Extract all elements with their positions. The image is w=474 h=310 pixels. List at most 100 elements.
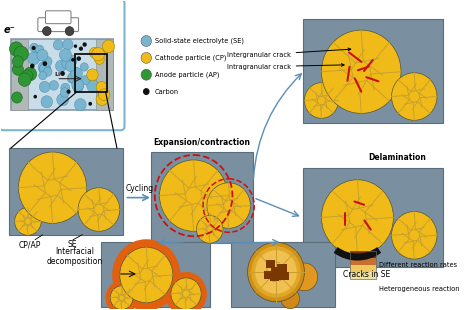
Circle shape [392,211,437,259]
Circle shape [112,239,181,310]
Circle shape [102,40,115,53]
Bar [270,273,279,281]
Circle shape [60,88,69,97]
Circle shape [18,152,87,224]
Bar [277,264,287,272]
Circle shape [321,180,393,255]
Circle shape [67,73,76,83]
Circle shape [27,52,40,65]
Circle shape [60,71,65,76]
Circle shape [66,55,77,66]
Bar [350,272,376,279]
Bar [264,271,273,279]
Circle shape [14,46,28,61]
Text: e⁻: e⁻ [3,25,15,35]
Circle shape [165,272,207,310]
Circle shape [12,92,22,103]
Circle shape [73,81,83,92]
Bar [350,251,376,258]
Circle shape [41,96,53,108]
Circle shape [15,207,41,235]
Circle shape [92,47,105,61]
Circle shape [65,27,74,36]
Circle shape [39,71,47,80]
Circle shape [57,93,69,106]
Text: Cracks in SE: Cracks in SE [343,270,391,279]
Circle shape [72,79,84,91]
Text: Interfacial
decomposition: Interfacial decomposition [46,247,102,266]
Circle shape [38,61,50,74]
Circle shape [141,52,152,63]
Circle shape [71,67,82,80]
Circle shape [196,215,223,243]
Circle shape [291,263,318,291]
Circle shape [42,56,52,67]
Bar [350,258,376,265]
Circle shape [68,72,79,83]
Bar [151,152,253,243]
Circle shape [39,64,49,74]
Circle shape [12,64,24,75]
Circle shape [43,61,47,66]
Circle shape [12,56,23,67]
Bar [96,39,113,110]
Circle shape [143,88,150,95]
Circle shape [44,67,52,76]
Circle shape [281,289,300,309]
Circle shape [106,281,138,310]
Circle shape [207,183,250,228]
Bar [9,148,123,235]
Circle shape [65,61,76,72]
Circle shape [160,160,228,231]
Text: Delamination: Delamination [368,153,426,162]
FancyBboxPatch shape [46,11,71,24]
Circle shape [79,46,83,51]
Bar [11,39,113,110]
FancyBboxPatch shape [38,18,79,32]
Bar [350,265,376,272]
Circle shape [88,102,92,106]
Circle shape [247,242,304,302]
Circle shape [90,47,100,58]
Text: Expansion/contraction: Expansion/contraction [154,138,251,147]
Circle shape [71,58,74,62]
Circle shape [42,65,51,74]
Circle shape [39,81,50,92]
Circle shape [255,250,297,294]
Bar [75,54,108,91]
Bar [350,251,376,279]
Bar [266,260,275,268]
Circle shape [43,27,51,36]
Circle shape [78,188,120,231]
Circle shape [392,73,437,120]
Text: Cathode particle (CP): Cathode particle (CP) [155,55,226,61]
Circle shape [141,36,152,46]
Bar [302,168,443,267]
Circle shape [22,70,33,82]
Circle shape [59,49,72,61]
Bar [101,242,210,307]
Circle shape [94,54,104,64]
Circle shape [34,95,37,99]
Circle shape [74,99,86,111]
Bar [279,272,289,280]
Text: Anode particle (AP): Anode particle (AP) [155,72,219,78]
Circle shape [36,45,44,54]
Circle shape [30,64,35,69]
Circle shape [62,59,72,69]
Circle shape [77,56,81,61]
Text: Li⁺: Li⁺ [55,72,64,77]
Circle shape [63,39,73,50]
Text: Different reaction rates: Different reaction rates [379,262,457,268]
Circle shape [87,79,99,92]
Circle shape [80,63,88,71]
Text: Carbon: Carbon [155,89,179,95]
Circle shape [251,246,301,298]
Bar [302,19,443,123]
Circle shape [24,67,36,81]
Circle shape [9,42,23,56]
Circle shape [32,46,36,50]
Text: Intragranular crack: Intragranular crack [227,64,344,70]
Circle shape [37,49,48,61]
Circle shape [96,82,107,93]
